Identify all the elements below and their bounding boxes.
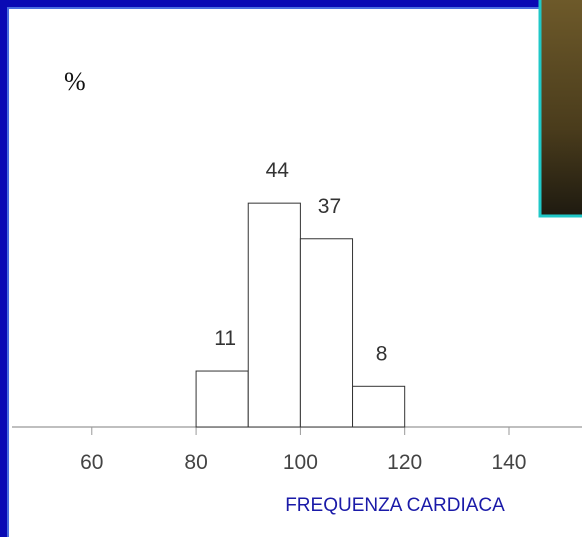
x-tick-label: 120 [387,451,422,474]
bar [300,239,352,427]
top-border-inner [7,7,582,9]
left-border [0,0,7,537]
y-axis-label: % [64,67,86,96]
x-tick-label: 80 [184,451,207,474]
value-label: 11 [214,327,236,350]
bar [248,203,300,427]
top-border [0,0,582,7]
left-border-inner [7,7,9,537]
x-tick-label: 140 [491,451,526,474]
value-label: 37 [318,195,341,218]
bar [353,386,405,427]
x-axis-label: FREQUENZA CARDIACA [285,495,505,516]
photo-thumbnail [540,0,582,216]
slide: % FREQUENZA CARDIACA 60 80 100 120 140 11 44 37… [0,0,582,537]
x-tick-label: 60 [80,451,103,474]
x-tick-label: 100 [283,451,318,474]
value-label: 8 [376,342,388,365]
bar [196,371,248,427]
value-label: 44 [266,159,290,182]
